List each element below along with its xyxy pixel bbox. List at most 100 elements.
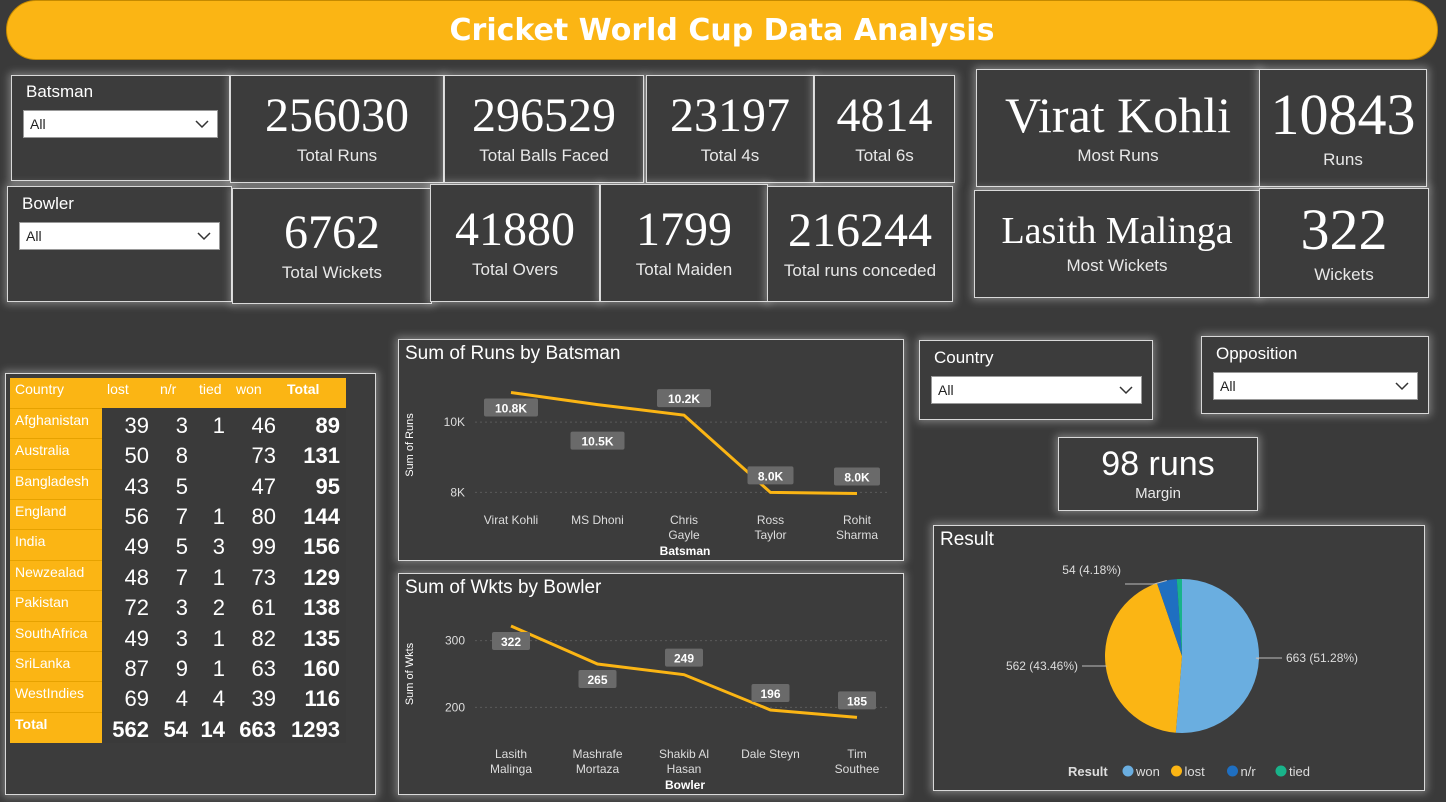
x-tick-label: Hasan [667,762,702,776]
most-wickets-value: 322 [1300,197,1388,262]
pie-slice-won [1175,579,1259,733]
value-cell-won: 73 [231,560,282,591]
bowler-dropdown[interactable]: All [19,222,220,250]
x-tick-label: Sharma [836,528,878,542]
value-cell-total: 135 [282,621,346,652]
data-label: 249 [674,652,694,666]
opposition-dropdown[interactable]: All [1213,372,1418,400]
value-cell-nr: 4 [155,681,194,713]
table-row: Newzealad 48 7 1 73 129 [10,559,346,591]
country-dropdown[interactable]: All [931,376,1142,404]
country-cell[interactable]: Afghanistan [10,407,102,439]
country-cell[interactable]: SriLanka [10,651,102,682]
most-runs-card: Virat Kohli Most Runs [976,69,1260,187]
y-tick-label: 300 [445,634,465,648]
country-cell[interactable]: Bangladesh [10,468,102,500]
pie-slice-tied [1176,579,1182,656]
value-cell-nr: 3 [155,621,194,652]
pie-leader-line [1125,580,1167,585]
data-label-bg [751,684,790,702]
value-cell-total: 144 [282,499,346,530]
chevron-down-icon [1119,386,1133,395]
matrix-header-country[interactable]: Country [10,378,102,409]
country-cell[interactable]: Pakistan [10,590,102,622]
value-cell-won: 73 [231,438,282,470]
value-cell-total: 116 [282,681,346,713]
batsman-slicer-label: Batsman [26,82,94,101]
value-cell-won: 46 [231,408,282,439]
legend-marker-won [1122,765,1134,777]
value-cell-won: 80 [231,499,282,530]
data-label: 196 [760,687,780,701]
title-bar: Cricket World Cup Data Analysis [6,0,1438,60]
legend-entry: won [1135,764,1160,779]
total-balls-value: 296529 [472,89,616,142]
total-6s-value: 4814 [836,89,933,142]
runs-conceded-card: 216244 Total runs conceded [767,186,953,302]
value-cell-won: 61 [231,590,282,622]
total-wickets-label: Total Wickets [281,263,383,282]
legend-marker-nr [1227,765,1238,777]
table-row: WestIndies 69 4 4 39 116 [10,681,346,713]
runs-conceded-value: 216244 [788,204,932,257]
data-label-bg [492,632,530,650]
chevron-down-icon [197,232,211,241]
value-cell-won: 39 [231,681,282,713]
value-cell-tied: 3 [194,529,231,561]
y-axis-title: Sum of Wkts [404,642,416,705]
total-balls-card: 296529 Total Balls Faced [444,75,644,183]
x-tick-label: Tim [847,747,867,761]
most-wickets-label: Most Wickets [1066,256,1168,275]
value-cell-won: 99 [231,529,282,561]
x-tick-label: Virat Kohli [484,513,538,527]
pie-chart-svg: 663 (51.28%) 562 (43.46%) 54 (4.18%) Result… [1006,563,1358,779]
x-tick-label: Ross [757,513,784,527]
matrix-header-won[interactable]: won [231,378,282,409]
value-cell-tied [194,469,231,500]
data-label-bg [657,389,711,408]
value-cell-nr: 8 [155,438,194,470]
batsman-dropdown[interactable]: All [23,110,218,138]
y-axis-title: Sum of Runs [404,413,416,477]
total-overs-value: 41880 [455,203,575,256]
country-cell[interactable]: England [10,499,102,530]
data-label: 10.2K [668,392,700,406]
data-label: 8.0K [844,470,870,484]
country-cell[interactable]: Australia [10,438,102,470]
value-cell-nr: 5 [155,529,194,561]
value-cell-nr: 5 [155,469,194,500]
value-cell-lost: 87 [102,651,155,682]
matrix-header-lost[interactable]: lost [102,378,155,409]
runs-chart-title: Sum of Runs by Batsman [405,343,621,364]
total-runs-label: Total Runs [296,146,378,165]
country-cell[interactable]: WestIndies [10,681,102,713]
x-tick-label: Taylor [754,528,786,542]
value-cell-won: 47 [231,469,282,500]
pie-chart-title: Result [940,529,994,550]
total-label-cell: Total [10,711,102,743]
total-maiden-label: Total Maiden [635,260,733,279]
value-cell-nr: 7 [155,499,194,530]
runs-by-batsman-chart: Sum of Runs by Batsman Sum of Runs 8K 10K 1… [398,339,904,561]
y-tick-label: 10K [444,415,465,429]
country-cell[interactable]: India [10,529,102,561]
matrix-header-nr[interactable]: n/r [155,378,194,409]
value-cell-lost: 56 [102,499,155,530]
value-cell-nr: 7 [155,560,194,591]
value-cell-lost: 43 [102,469,155,500]
total-maiden-card: 1799 Total Maiden [600,184,768,302]
data-label-bg [747,466,794,485]
total-wickets-card: 6762 Total Wickets [232,188,432,304]
country-cell[interactable]: Newzealad [10,559,102,591]
total-runs-card: 256030 Total Runs [230,75,444,183]
country-cell[interactable]: SouthAfrica [10,620,102,652]
pie-data-label: 54 (4.18%) [1062,563,1121,577]
pie-data-label: 663 (51.28%) [1286,651,1358,665]
matrix-header-tied[interactable]: tied [194,378,231,409]
matrix-header-total[interactable]: Total [282,378,346,409]
chevron-down-icon [195,120,209,129]
opposition-slicer: Opposition All [1201,336,1429,414]
most-runs-value-card: 10843 Runs [1259,69,1427,187]
value-cell-nr: 3 [155,408,194,439]
